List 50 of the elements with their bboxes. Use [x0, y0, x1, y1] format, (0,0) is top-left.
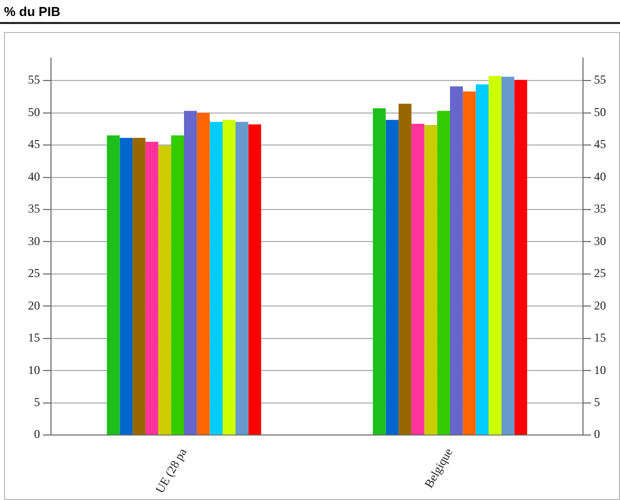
bar	[398, 104, 412, 435]
y-tick-label: 30	[28, 234, 40, 248]
bar	[462, 92, 476, 435]
bar	[184, 110, 197, 435]
bar	[372, 108, 386, 435]
y-tick-label: 45	[28, 137, 40, 152]
y-tick-label: 50	[28, 104, 40, 119]
bar	[424, 125, 438, 435]
y-tick-label: 0	[34, 427, 40, 442]
bar	[132, 138, 146, 435]
x-tick-label: UE (28 pa	[152, 445, 190, 496]
y-tick-label: 25	[28, 266, 40, 280]
y-tick-label: 35	[28, 202, 40, 216]
y-tick-label: 20	[28, 298, 40, 312]
bar	[488, 76, 502, 435]
bar	[450, 86, 463, 435]
y2-tick-label: 0	[594, 427, 600, 442]
chart-title: % du PIB	[0, 0, 620, 24]
y2-tick-label: 5	[594, 395, 600, 410]
y2-tick-label: 10	[594, 362, 606, 377]
bar	[501, 76, 514, 435]
y2-tick-label: 20	[594, 298, 606, 312]
bar	[437, 110, 450, 435]
y2-tick-label: 40	[594, 169, 606, 184]
y2-tick-label: 25	[594, 266, 606, 280]
y-tick-label: 40	[28, 169, 40, 184]
y2-tick-label: 50	[594, 104, 606, 119]
bar	[411, 124, 424, 435]
bar	[145, 142, 158, 435]
y2-tick-label: 30	[594, 234, 606, 248]
y-tick-label: 5	[34, 395, 40, 410]
bar	[120, 138, 133, 435]
y-tick-label: 15	[28, 330, 40, 345]
y-tick-label: 55	[28, 72, 40, 87]
bar	[222, 120, 236, 435]
y2-tick-label: 55	[594, 72, 606, 87]
bar	[106, 135, 120, 435]
bar	[171, 135, 184, 435]
bar	[235, 122, 248, 435]
bar	[514, 80, 528, 435]
bar	[248, 124, 262, 435]
bar	[158, 146, 172, 435]
y2-tick-label: 45	[594, 137, 606, 152]
y2-tick-label: 15	[594, 330, 606, 345]
y-tick-label: 10	[28, 362, 40, 377]
bar	[476, 84, 489, 435]
y2-tick-label: 35	[594, 202, 606, 216]
bar	[196, 112, 210, 435]
bar	[386, 120, 399, 435]
bar	[210, 122, 223, 435]
